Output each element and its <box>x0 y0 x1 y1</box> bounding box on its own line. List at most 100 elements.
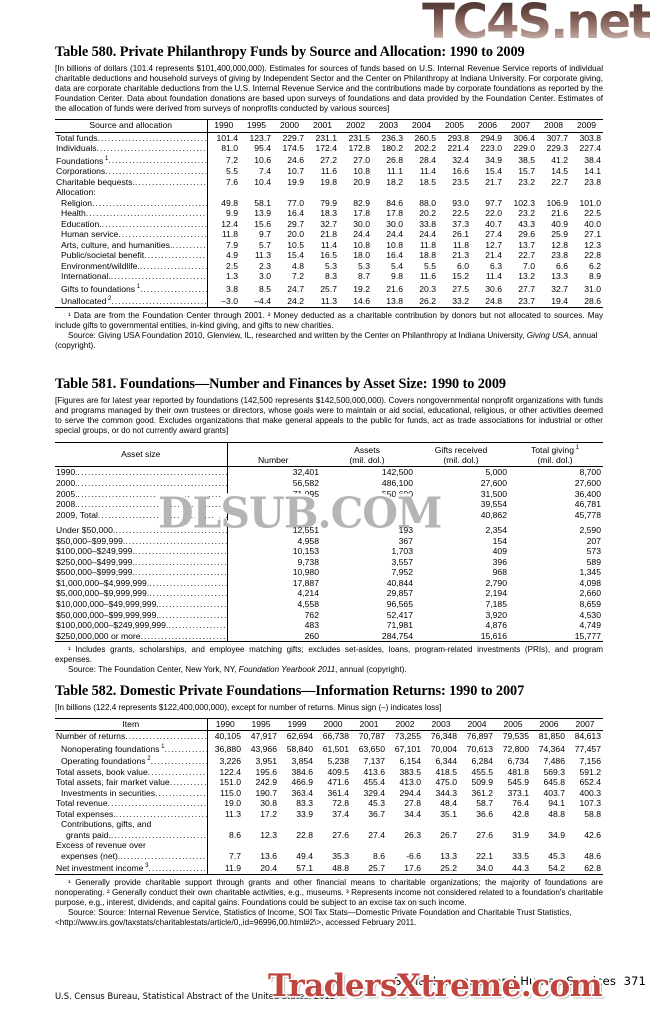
footnote-marker: 2 <box>145 756 151 763</box>
data-cell: 19.8 <box>320 176 337 187</box>
data-cell: 70,613 <box>466 743 493 754</box>
table-580-source: Source: Giving USA Foundation 2010, Glen… <box>55 331 598 351</box>
row-label: expenses (net). ........................… <box>55 851 207 862</box>
data-cell: 88.0 <box>419 197 436 208</box>
leader-dots: ........................................… <box>150 755 207 766</box>
data-cell: 23.2 <box>518 208 535 219</box>
data-cell: 22.1 <box>476 850 493 861</box>
data-cell: 79,535 <box>495 730 531 742</box>
data-cell <box>306 187 339 198</box>
data-cell: 42.6 <box>584 829 601 840</box>
data-cell: 20.3 <box>419 283 436 294</box>
leader-dots: ........................................… <box>155 787 207 798</box>
data-cell: 14.6 <box>339 294 372 308</box>
data-cell <box>471 187 504 198</box>
leader-dots: ........................................… <box>110 829 207 840</box>
row-label: $100,000–$249,999. .....................… <box>55 546 227 557</box>
row-label: $5,000,000–$9,999,999. .................… <box>55 588 227 599</box>
row-label: $250,000–$499,999. .....................… <box>55 557 227 568</box>
data-cell: 545.9 <box>507 777 529 788</box>
column-header-2006: 2006 <box>531 717 567 731</box>
data-cell <box>405 187 438 198</box>
data-cell: 8,700 <box>509 466 603 478</box>
data-cell: 3,226 <box>206 754 243 767</box>
data-cell: 344.3 <box>435 787 457 798</box>
data-cell: 413.0 <box>399 777 421 788</box>
column-header-2007: 2007 <box>504 118 537 133</box>
data-cell: 5.5 <box>424 260 436 271</box>
data-cell: 74,364 <box>538 743 565 754</box>
row-label: Total revenue ..........................… <box>55 798 207 809</box>
row-label-text: Number of returns <box>56 731 126 742</box>
data-cell <box>226 509 321 521</box>
table-582-block: Table 582. Domestic Private Foundations—… <box>55 683 603 928</box>
column-header-2009: 2009 <box>570 118 603 133</box>
table-582-footnotes: ¹ Generally provide charitable support t… <box>55 877 603 908</box>
data-cell: 2,194 <box>485 588 507 599</box>
data-cell: 26.7 <box>440 829 457 840</box>
data-cell: 3,557 <box>391 556 413 567</box>
data-cell: 27.4 <box>485 229 502 240</box>
data-cell: 303.8 <box>570 131 603 144</box>
data-cell <box>243 840 279 851</box>
data-cell: 400.3 <box>579 787 601 798</box>
data-cell: 2.5 <box>206 260 240 272</box>
data-cell: 36,400 <box>574 488 601 499</box>
column-header-line1: Total giving 1 <box>530 444 579 455</box>
data-cell: 24.7 <box>287 283 304 294</box>
leader-dots: ........................................… <box>134 176 207 187</box>
data-cell: 32,401 <box>226 466 321 478</box>
data-cell: 41.2 <box>551 155 568 166</box>
page-footer-source: U.S. Census Bureau, Statistical Abstract… <box>55 991 336 1001</box>
row-label-text: $50,000,000–$99,999,999. <box>56 609 159 620</box>
table-row: Contributions, gifts, and <box>55 819 603 830</box>
data-cell: 31.9 <box>512 829 529 840</box>
data-cell <box>339 187 372 198</box>
data-cell: 384.6 <box>291 766 313 777</box>
column-header-2003: 2003 <box>372 118 405 133</box>
data-cell: 11.8 <box>206 229 240 240</box>
table-581-source: Source: The Foundation Center, New York,… <box>68 665 407 675</box>
column-header-2007: 2007 <box>567 717 603 731</box>
data-cell: 29.6 <box>518 229 535 240</box>
data-cell: 48.8 <box>548 808 565 819</box>
leader-dots: ........................................… <box>148 863 207 874</box>
leader-dots: ........................................… <box>144 250 207 261</box>
data-cell: 27.6 <box>332 829 349 840</box>
data-cell: 34.9 <box>548 829 565 840</box>
data-cell: 172.8 <box>348 143 370 154</box>
data-cell: 35.1 <box>440 808 457 819</box>
data-cell: 17.6 <box>387 861 423 875</box>
data-cell: 37.3 <box>452 218 469 229</box>
data-cell: 22.5 <box>452 208 469 219</box>
row-label-text: Under $50,000. <box>56 525 116 536</box>
data-cell: 95.4 <box>254 143 271 154</box>
row-label-text: Human service <box>61 229 119 240</box>
table-row: $250,000–$499,999. .....................… <box>55 556 603 568</box>
footnote-marker: 3 <box>143 863 149 870</box>
data-cell: 71,981 <box>386 620 413 631</box>
row-label: 2000. ..................................… <box>55 478 227 489</box>
leader-dots: ........................................… <box>115 525 227 536</box>
data-cell: 30.0 <box>353 218 370 229</box>
column-header-2002: 2002 <box>339 118 372 133</box>
row-label-text: Environment/wildlife. <box>61 260 140 271</box>
table-row: $50,000–$99,999. .......................… <box>55 535 603 547</box>
data-cell: 33.5 <box>512 850 529 861</box>
data-cell: 4,558 <box>226 598 321 610</box>
data-cell <box>226 499 321 510</box>
column-header-stub: Asset size <box>55 441 227 467</box>
table-580-title: Table 580. Private Philanthropy Funds by… <box>55 44 525 60</box>
data-cell: 36.7 <box>368 808 385 819</box>
table-row: 2000. ..................................… <box>55 477 603 489</box>
column-header-line2: (mil. dol.) <box>443 454 479 465</box>
data-cell: 35.3 <box>332 850 349 861</box>
data-cell <box>372 187 405 198</box>
footnote-marker: 1 <box>159 743 165 750</box>
data-cell: 142,500 <box>321 466 415 478</box>
row-label: Environment/wildlife. ..................… <box>55 261 207 272</box>
row-label-text: Total assets, fair market value <box>56 777 170 788</box>
column-header-line1: Assets <box>354 444 380 455</box>
data-cell <box>273 187 306 198</box>
data-cell: 12.4 <box>206 218 240 230</box>
